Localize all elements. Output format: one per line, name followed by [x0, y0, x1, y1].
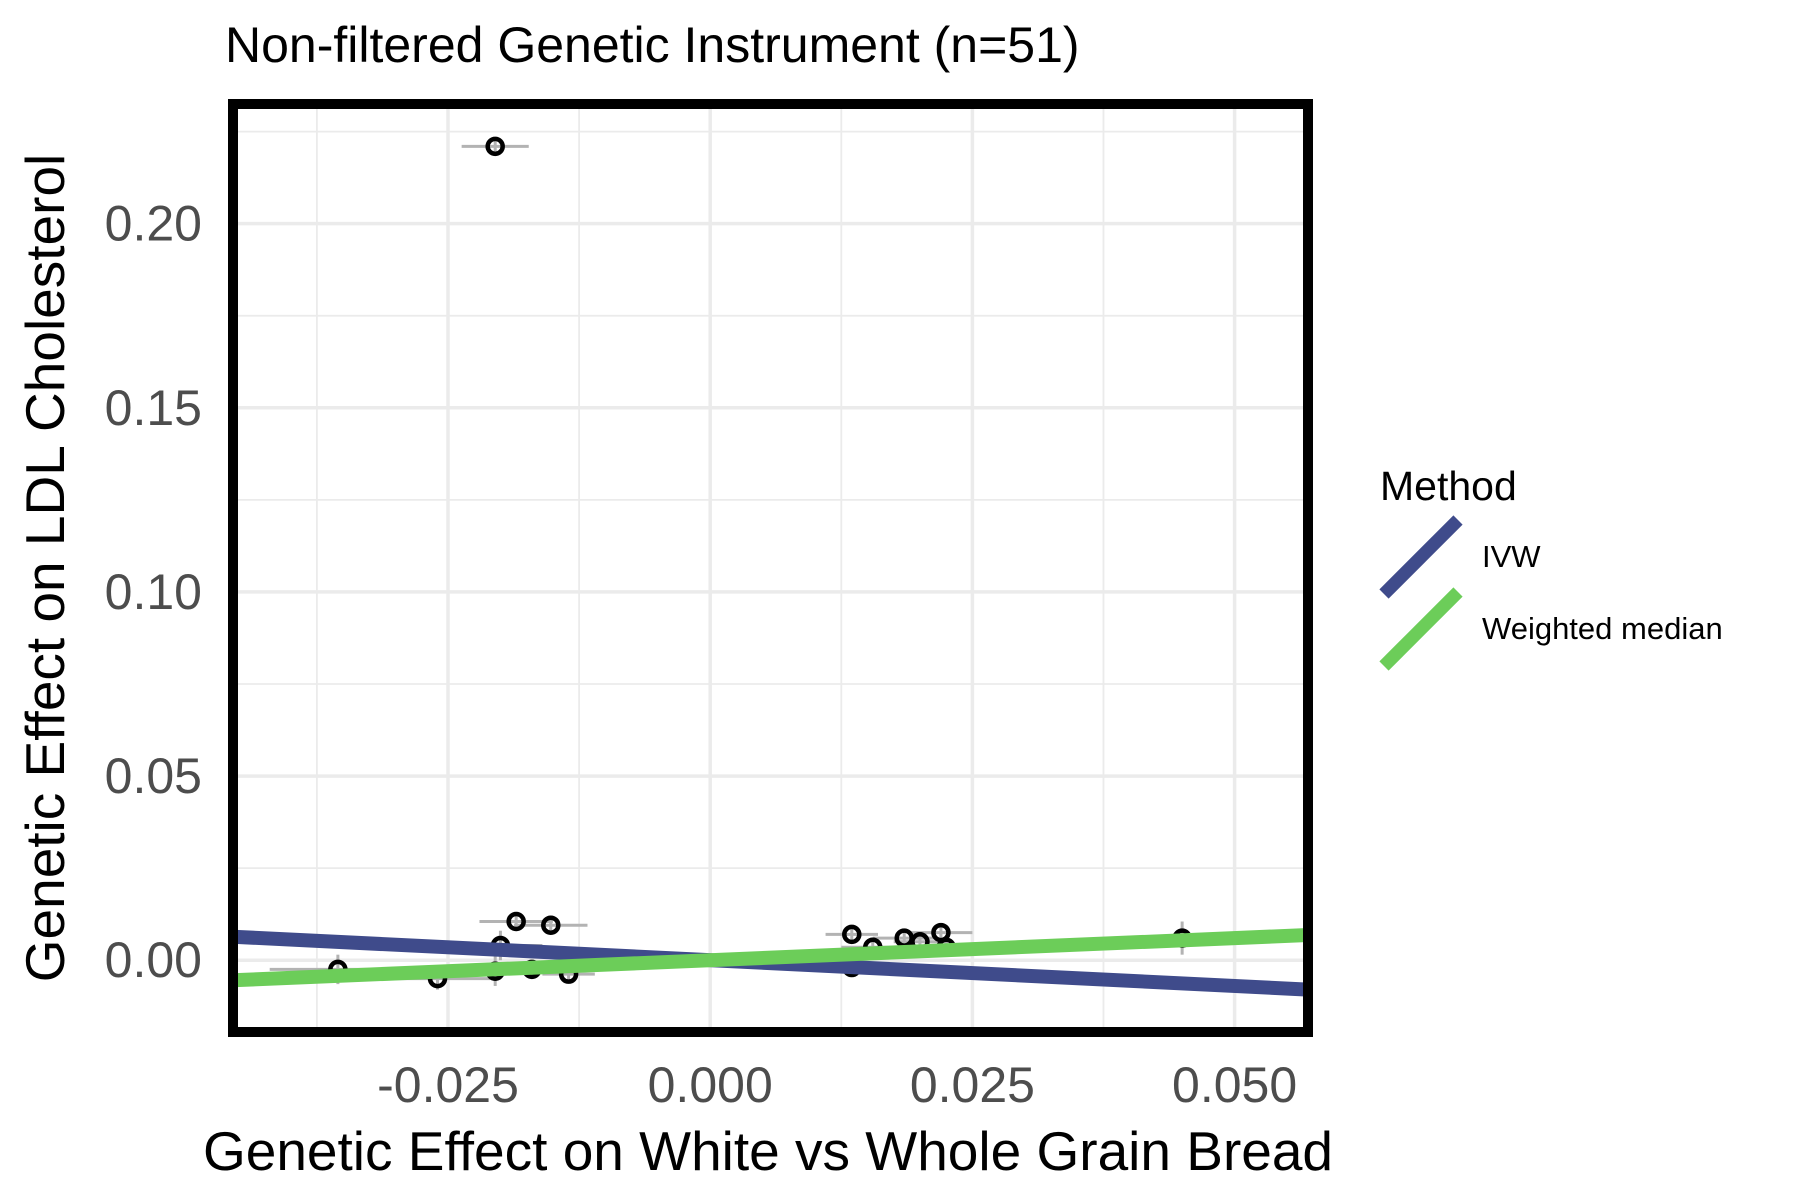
legend: Method IVW Weighted median [1379, 463, 1723, 671]
legend-items: IVW Weighted median [1379, 515, 1723, 671]
data-point [506, 911, 526, 932]
x-tick-label: 0.050 [1172, 1057, 1297, 1113]
x-axis-ticks: -0.025 0.000 0.025 0.050 [377, 1057, 1297, 1113]
y-tick-label: 0.00 [105, 932, 202, 988]
legend-label: Weighted median [1482, 611, 1723, 646]
chart-title: Non-filtered Genetic Instrument (n=51) [225, 17, 1080, 73]
data-points [328, 136, 1192, 989]
grid [233, 104, 1308, 1032]
regression-line-weighted-median [232, 928, 1309, 988]
error-bars [269, 140, 1191, 990]
regression-lines [232, 928, 1309, 997]
y-tick-label: 0.15 [105, 380, 202, 436]
data-point [842, 924, 862, 945]
legend-label: IVW [1482, 539, 1541, 574]
x-tick-label: -0.025 [377, 1057, 519, 1113]
x-axis-title: Genetic Effect on White vs Whole Grain B… [203, 1120, 1333, 1182]
y-tick-label: 0.10 [105, 564, 202, 620]
y-axis-ticks: 0.00 0.05 0.10 0.15 0.20 [105, 196, 202, 989]
x-tick-label: 0.000 [648, 1057, 773, 1113]
data-point [485, 136, 505, 157]
x-tick-label: 0.025 [910, 1057, 1035, 1113]
y-tick-label: 0.05 [105, 748, 202, 804]
y-tick-label: 0.20 [105, 196, 202, 252]
legend-key-ivw [1379, 515, 1463, 599]
data-point [541, 915, 561, 935]
panel-border [228, 99, 1313, 1037]
legend-key-weighted-median [1379, 587, 1463, 671]
legend-title: Method [1380, 463, 1517, 509]
y-axis-title: Genetic Effect on LDL Cholesterol [14, 154, 76, 983]
